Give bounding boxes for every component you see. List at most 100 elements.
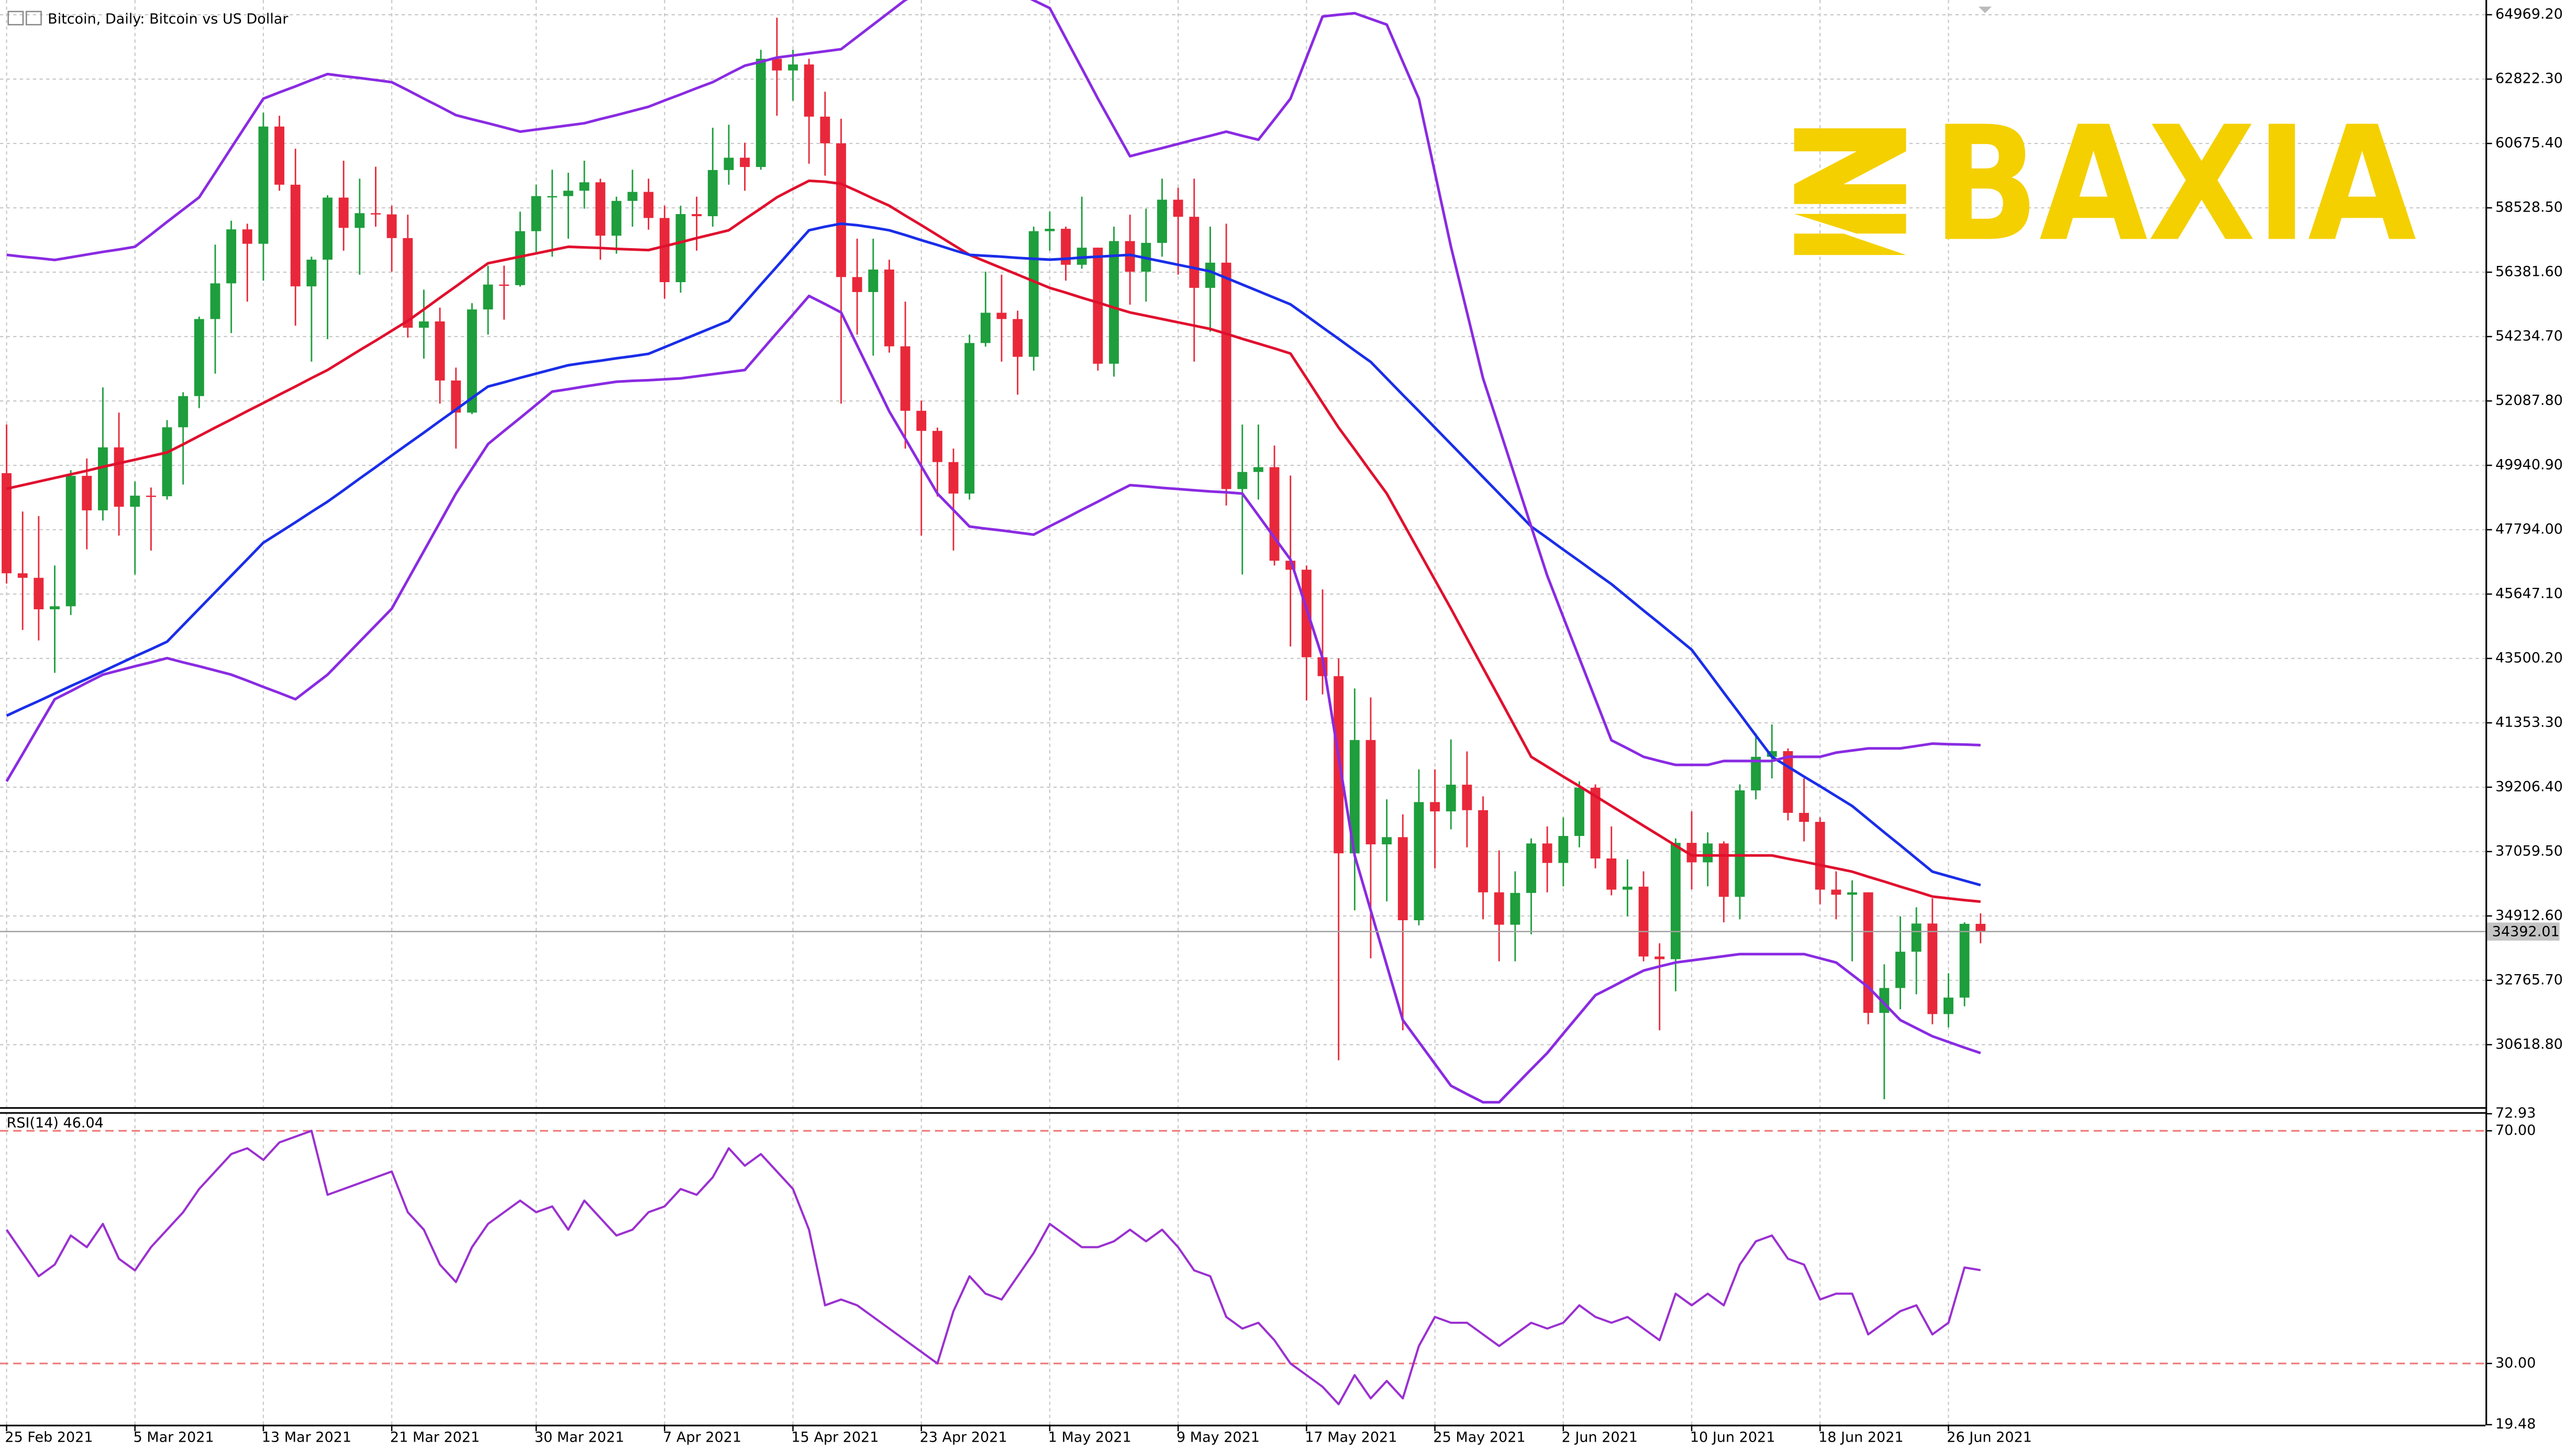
y-tick-label: 70.00 [2495, 1122, 2536, 1139]
candle-body [1783, 751, 1793, 813]
candle-body [258, 126, 269, 244]
candle-body [1189, 217, 1200, 288]
x-tick-label: 21 Mar 2021 [390, 1429, 480, 1445]
candle-body [1959, 923, 1970, 998]
candle-body [1205, 262, 1215, 288]
candle-body [1863, 892, 1873, 1013]
candle-body [1462, 785, 1472, 810]
candle-body [1125, 241, 1135, 272]
candle-body [1414, 802, 1424, 920]
candle-body [114, 447, 124, 507]
y-tick-label: 30.00 [2495, 1355, 2536, 1371]
candle-body [1655, 956, 1665, 959]
candle-body [274, 126, 285, 185]
candle-body [1718, 843, 1729, 897]
candle-body [1606, 858, 1617, 890]
y-tick-label: 60675.40 [2495, 135, 2563, 151]
candle-body [724, 158, 734, 170]
candle-body [1109, 241, 1119, 364]
candle-body [1847, 892, 1857, 895]
candle-body [1895, 952, 1905, 988]
x-tick-label: 13 Mar 2021 [262, 1429, 351, 1445]
candle-body [1767, 751, 1777, 757]
candle-body [1253, 467, 1263, 472]
candle-body [515, 231, 525, 285]
candle-body [707, 170, 718, 217]
candle-body [1735, 790, 1745, 897]
candle-body [1093, 248, 1103, 364]
y-tick-label: 45647.10 [2495, 585, 2563, 601]
x-tick-label: 9 May 2021 [1176, 1429, 1260, 1445]
candle-body [1382, 837, 1392, 845]
candle-body [563, 191, 573, 196]
candle-body [290, 184, 301, 287]
candle-body [1751, 756, 1761, 790]
candle-body [403, 238, 413, 328]
candle-body [1927, 923, 1938, 1014]
candle-body [820, 116, 830, 143]
candle-body [17, 573, 28, 578]
candle-body [836, 143, 846, 277]
candle-body [1622, 886, 1633, 890]
candle-body [996, 312, 1007, 319]
y-tick-label: 49940.90 [2495, 456, 2563, 473]
y-tick-label: 32765.70 [2495, 972, 2563, 988]
candle-body [242, 229, 252, 244]
candle-body [1301, 570, 1312, 657]
candle-body [178, 396, 188, 428]
candle-body [964, 343, 975, 494]
candle-body [1028, 231, 1039, 357]
axis-layer: 25 Feb 2021 5 Mar 2021 13 Mar 2021 21 Mar 2… [5, 6, 2562, 1446]
candle-body [643, 192, 654, 218]
window-icon [26, 10, 42, 26]
candle-body [1558, 836, 1569, 863]
candle-body [1269, 467, 1280, 561]
candle-body [740, 158, 750, 168]
candle-body [467, 309, 477, 413]
candle-body [499, 284, 509, 286]
candle-body [451, 380, 461, 413]
y-tick-label: 64969.20 [2495, 6, 2563, 23]
candle-body [1574, 787, 1584, 836]
price-panel [0, 0, 2486, 1104]
candle-body [1494, 892, 1504, 925]
candle-body [354, 213, 365, 228]
y-tick-label: 43500.20 [2495, 650, 2563, 666]
y-tick-label: 56381.60 [2495, 264, 2563, 280]
y-tick-label: 34912.60 [2495, 907, 2563, 923]
candle-body [1542, 843, 1552, 863]
candle-body [1397, 837, 1408, 920]
candle-body [627, 192, 638, 201]
x-tick-label: 2 Jun 2021 [1562, 1429, 1638, 1445]
candle-body [194, 319, 204, 396]
x-tick-label: 25 May 2021 [1433, 1429, 1525, 1445]
candle-body [772, 59, 782, 71]
candle-body [98, 447, 108, 510]
candle-body [868, 269, 879, 292]
chart-header: Bitcoin, Daily: Bitcoin vs US Dollar [48, 11, 288, 27]
candle-body [1686, 843, 1697, 863]
candle-body [948, 462, 959, 494]
y-tick-label: 37059.50 [2495, 843, 2563, 859]
candle-body [1430, 802, 1440, 812]
candle-body [1831, 889, 1841, 895]
candle-body [1157, 199, 1167, 243]
candle-body [226, 229, 237, 284]
y-tick-label: 52087.80 [2495, 392, 2563, 408]
x-tick-label: 15 Apr 2021 [791, 1429, 879, 1445]
x-tick-label: 1 May 2021 [1048, 1429, 1131, 1445]
candle-body [1365, 740, 1376, 845]
x-tick-label: 10 Jun 2021 [1690, 1429, 1775, 1445]
candle-body [579, 182, 590, 191]
y-tick-label: 72.93 [2495, 1105, 2536, 1121]
candle-body [900, 346, 911, 411]
candle-body [1975, 923, 1986, 932]
x-tick-label: 26 Jun 2021 [1947, 1429, 2032, 1445]
indicator-line [6, 222, 1981, 887]
candle-body [1944, 997, 1953, 1014]
candle-body [1478, 810, 1488, 892]
candle-body [146, 495, 156, 497]
candle-body [50, 606, 60, 609]
y-tick-label: 54234.70 [2495, 328, 2563, 344]
